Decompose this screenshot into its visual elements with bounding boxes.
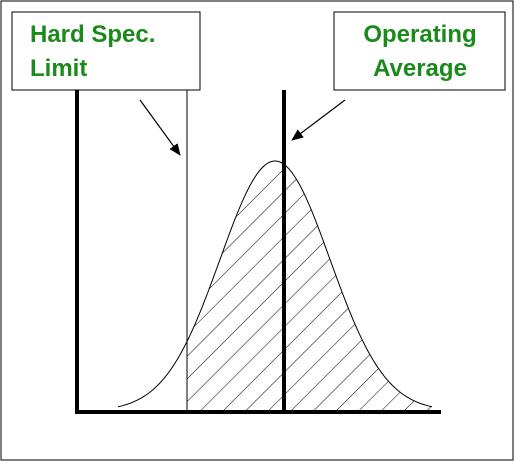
- arrow: [139, 99, 181, 156]
- label-line: Operating: [363, 21, 476, 48]
- label-line: Average: [373, 55, 467, 82]
- bell-curve: [117, 160, 433, 408]
- label-box: [333, 11, 506, 91]
- label-line: Hard Spec.: [30, 21, 155, 48]
- arrow: [291, 99, 346, 141]
- hatched-area: [187, 161, 432, 411]
- label-line: Limit: [30, 55, 87, 82]
- label-box: [11, 11, 201, 91]
